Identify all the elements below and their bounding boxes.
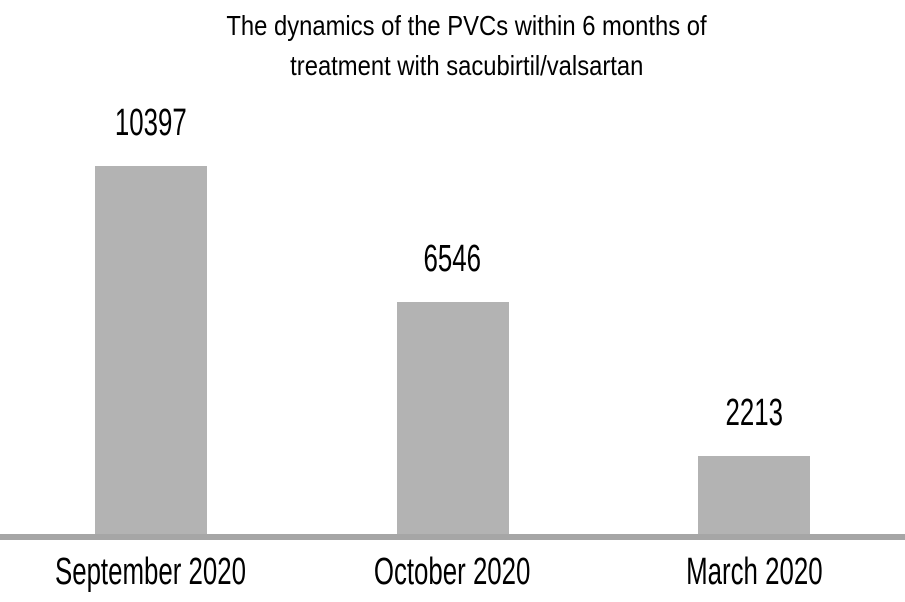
data-label-value: 2213 — [725, 392, 783, 434]
chart-title: The dynamics of the PVCs within 6 months… — [0, 6, 905, 86]
x-axis-label-text: October 2020 — [374, 551, 531, 593]
x-axis-line — [0, 534, 905, 540]
chart-title-line-1: The dynamics of the PVCs within 6 months… — [226, 10, 707, 41]
chart-title-line-2: treatment with sacubirtil/valsartan — [289, 50, 644, 81]
data-label-march-2020: 2213 — [654, 394, 854, 432]
bar-march-2020 — [698, 456, 811, 534]
data-label-october-2020: 6546 — [353, 240, 553, 278]
data-label-value: 10397 — [114, 102, 187, 144]
bar-october-2020 — [396, 302, 509, 534]
x-axis-label-text: September 2020 — [55, 551, 247, 593]
x-axis-label-october-2020: October 2020 — [302, 552, 604, 592]
data-label-september-2020: 10397 — [51, 104, 251, 142]
x-axis-label-march-2020: March 2020 — [603, 552, 905, 592]
x-axis-label-text: March 2020 — [685, 551, 823, 593]
bar-september-2020 — [94, 166, 207, 534]
x-axis-label-september-2020: September 2020 — [0, 552, 302, 592]
data-label-value: 6546 — [423, 238, 482, 280]
